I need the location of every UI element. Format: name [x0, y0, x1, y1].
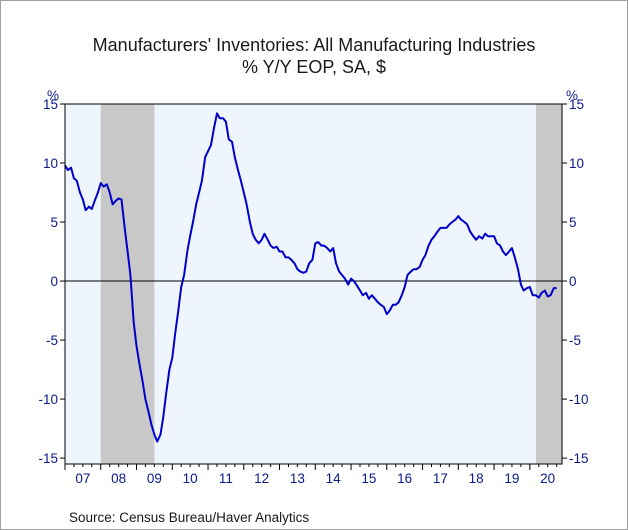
x-tick-label: 08	[111, 471, 126, 486]
y-axis-right-unit: %	[566, 88, 578, 103]
y-tick-label-left: -5	[46, 333, 58, 348]
y-tick-label-right: 10	[569, 156, 584, 171]
x-tick-label: 11	[219, 471, 233, 486]
series-line-inventories-yoy	[64, 112, 557, 443]
chart-subtitle: % Y/Y EOP, SA, $	[242, 57, 386, 77]
x-tick-label: 20	[540, 471, 555, 486]
y-tick-label-right: -10	[569, 392, 589, 407]
plot-frame	[64, 103, 563, 465]
source-note: Source: Census Bureau/Haver Analytics	[69, 510, 309, 525]
x-tick-label: 13	[290, 471, 305, 486]
y-tick-label-right: 5	[569, 215, 577, 230]
x-tick-label: 10	[183, 471, 198, 486]
x-tick-label: 17	[433, 471, 448, 486]
y-tick-label-left: 15	[43, 97, 58, 112]
x-tick-label: 14	[326, 471, 342, 486]
x-tick-label: 07	[75, 471, 90, 486]
axes: 15 15 10 10 5 5 0 0 -5 -5 -10 -10 -15 -15 07 08 09 10 11 12…	[38, 97, 588, 486]
chart-title: Manufacturers' Inventories: All Manufact…	[93, 35, 536, 55]
x-tick-label: 16	[397, 471, 412, 486]
recession-band-1	[100, 104, 155, 464]
y-tick-label-right: 0	[569, 274, 577, 289]
y-tick-label-left: -15	[38, 451, 58, 466]
x-tick-label: 19	[504, 471, 519, 486]
y-tick-label-right: 15	[569, 97, 584, 112]
x-tick-label: 09	[147, 471, 162, 486]
y-tick-label-left: -10	[38, 392, 58, 407]
x-tick-label: 18	[469, 471, 484, 486]
recession-band-2	[535, 104, 562, 464]
y-tick-label-left: 5	[50, 215, 58, 230]
y-tick-label-left: 0	[50, 274, 58, 289]
y-tick-label-right: -5	[569, 333, 581, 348]
x-tick-label: 15	[361, 471, 376, 486]
x-tick-label: 12	[254, 471, 269, 486]
y-tick-label-right: -15	[569, 451, 589, 466]
y-axis-left-unit: %	[47, 88, 59, 103]
recession-shading	[100, 104, 562, 464]
y-tick-label-left: 10	[43, 156, 58, 171]
